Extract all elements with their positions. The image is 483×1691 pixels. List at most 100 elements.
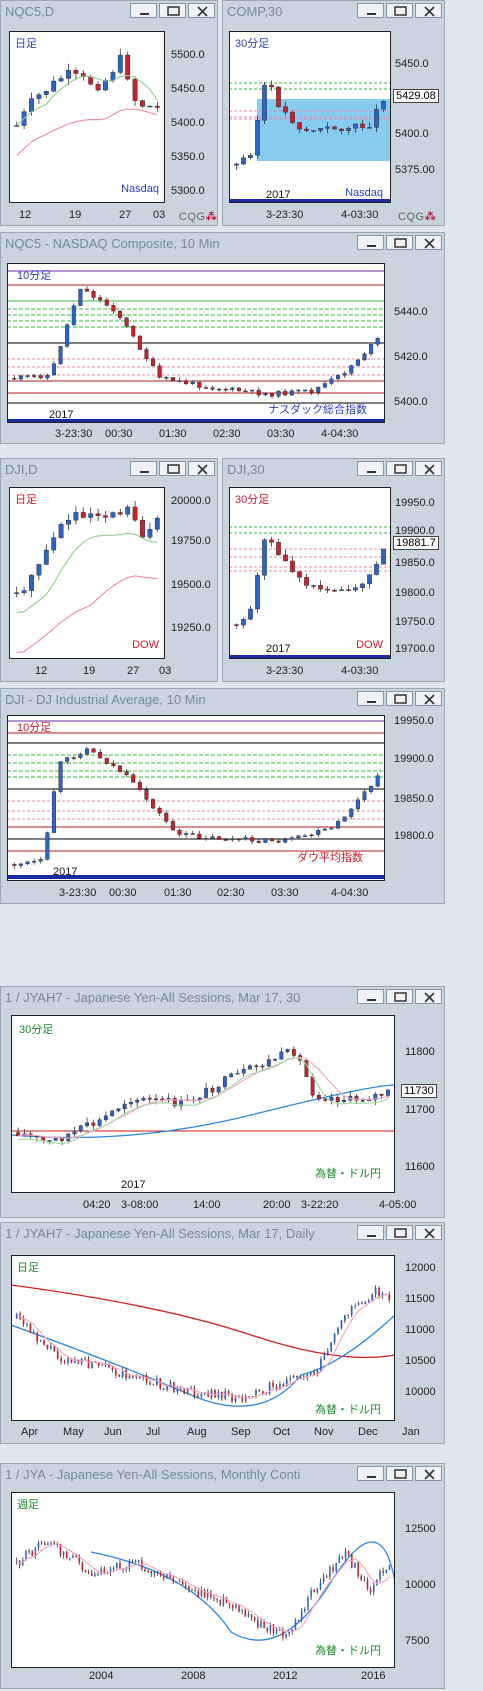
maximize-button[interactable] xyxy=(386,461,413,476)
candle-body xyxy=(104,757,109,764)
close-button[interactable] xyxy=(415,691,442,706)
close-button[interactable] xyxy=(415,1466,442,1481)
candle-body xyxy=(224,1391,227,1399)
chart-window-jyah7-30min[interactable]: 1 / JYAH7 - Japanese Yen-All Sessions, M… xyxy=(0,986,445,1218)
time-tick: 02:30 xyxy=(213,428,241,440)
price-tick: 11500 xyxy=(405,1293,435,1305)
candle-body xyxy=(223,1076,227,1088)
chart-plot-area[interactable]: 10分足 2017 ナスダック総合指数 xyxy=(7,263,385,423)
plot-border xyxy=(9,31,165,203)
maximize-button[interactable] xyxy=(386,691,413,706)
maximize-button[interactable] xyxy=(159,3,186,18)
candle-body xyxy=(169,1382,172,1387)
candle-body xyxy=(203,838,208,840)
close-button[interactable] xyxy=(415,461,442,476)
maximize-button[interactable] xyxy=(386,3,413,18)
maximize-button[interactable] xyxy=(386,1466,413,1481)
chart-plot-area[interactable]: 10分足 2017 ダウ平均指数 xyxy=(7,715,385,881)
candle-body xyxy=(40,1542,43,1544)
candle-body xyxy=(234,163,239,166)
minimize-button[interactable] xyxy=(357,691,384,706)
candle-body xyxy=(379,1571,381,1581)
candle-body xyxy=(140,100,145,107)
window-titlebar[interactable]: 1 / JYAH7 - Japanese Yen-All Sessions, M… xyxy=(1,987,444,1007)
window-titlebar[interactable]: DJI,D xyxy=(1,459,217,479)
candle-body xyxy=(97,1119,102,1126)
maximize-button[interactable] xyxy=(386,989,413,1004)
candle-body xyxy=(354,1562,356,1568)
time-tick: 4-03:30 xyxy=(341,209,379,221)
candle-body xyxy=(290,111,295,123)
candle-body xyxy=(316,1588,319,1593)
candle-body xyxy=(80,73,86,77)
close-button[interactable] xyxy=(188,461,215,476)
candle-body xyxy=(299,1376,302,1378)
close-button[interactable] xyxy=(415,3,442,18)
maximize-button[interactable] xyxy=(386,235,413,250)
minimize-button[interactable] xyxy=(130,3,157,18)
chart-window-jya-monthly[interactable]: 1 / JYA - Japanese Yen-All Sessions, Mon… xyxy=(0,1463,445,1689)
window-titlebar[interactable]: 1 / JYAH7 - Japanese Yen-All Sessions, M… xyxy=(1,1223,444,1243)
candle-body xyxy=(323,1354,326,1360)
minimize-button[interactable] xyxy=(357,1466,384,1481)
candle-body xyxy=(47,1140,52,1142)
window-titlebar[interactable]: DJI - DJ Industrial Average, 10 Min xyxy=(1,689,444,709)
candle-body xyxy=(355,799,360,810)
price-tick: 7500 xyxy=(405,1635,430,1647)
chart-window-dji-30min[interactable]: DJI,30 30分足 2017 DOW 19950.0 19900.0 198… xyxy=(222,458,445,682)
minimize-button[interactable] xyxy=(357,3,384,18)
minimize-button[interactable] xyxy=(357,235,384,250)
chart-plot-area[interactable]: 日足 Nasdaq xyxy=(9,31,165,203)
close-button[interactable] xyxy=(415,1225,442,1240)
window-titlebar[interactable]: NQC5 - NASDAQ Composite, 10 Min xyxy=(1,233,444,253)
candle-body xyxy=(190,1387,192,1389)
candle-body xyxy=(87,1358,90,1369)
chart-window-nqc5-10min[interactable]: NQC5 - NASDAQ Composite, 10 Min 10分足 201… xyxy=(0,232,445,444)
chart-window-dji-10min[interactable]: DJI - DJ Industrial Average, 10 Min 10分足… xyxy=(0,688,445,904)
candle-body xyxy=(230,387,235,390)
candle-body xyxy=(369,1589,372,1593)
window-titlebar[interactable]: 1 / JYA - Japanese Yen-All Sessions, Mon… xyxy=(1,1464,444,1484)
chart-plot-area[interactable]: 30分足 2017 Nasdaq xyxy=(229,31,391,203)
minimize-button[interactable] xyxy=(357,1225,384,1240)
candle-body xyxy=(291,1629,294,1632)
minimize-button[interactable] xyxy=(357,461,384,476)
window-titlebar[interactable]: DJI,30 xyxy=(223,459,444,479)
minimize-button[interactable] xyxy=(130,461,157,476)
close-button[interactable] xyxy=(415,235,442,250)
close-button[interactable] xyxy=(415,989,442,1004)
chart-plot-area[interactable]: 日足 DOW xyxy=(9,487,165,659)
candle-body xyxy=(90,1572,93,1576)
minimize-button[interactable] xyxy=(357,989,384,1004)
chart-plot-area[interactable]: 日足 為替・ドル円 xyxy=(11,1255,395,1421)
time-tick: 4-04:30 xyxy=(331,887,369,899)
cqg-logo: CQG⁂ xyxy=(179,211,218,223)
candle-body xyxy=(342,373,347,376)
candle-body xyxy=(379,1093,384,1096)
chart-plot-area[interactable]: 30分足 2017 為替・ドル円 xyxy=(11,1015,395,1193)
chart-window-dji-daily[interactable]: DJI,D 日足 DOW 20000.0 19750.0 19500.0 192… xyxy=(0,458,218,682)
candle-body xyxy=(112,1567,115,1569)
maximize-button[interactable] xyxy=(386,1225,413,1240)
window-titlebar[interactable]: COMP,30 xyxy=(223,1,444,21)
candle-body xyxy=(152,1384,155,1386)
candle-body xyxy=(289,1378,292,1380)
candle-body xyxy=(36,1333,39,1342)
candle-body xyxy=(238,1604,240,1612)
chart-plot-area[interactable]: 週足 為替・ドル円 xyxy=(11,1492,395,1668)
moving-average-line xyxy=(16,108,158,156)
candle-body xyxy=(388,1293,391,1300)
candle-body xyxy=(304,128,309,131)
year-label: 2017 xyxy=(49,409,74,421)
chart-window-comp-30min[interactable]: COMP,30 30分足 2017 Nasdaq 5450.0 5429.08 … xyxy=(222,0,445,226)
chart-plot-area[interactable]: 30分足 2017 DOW xyxy=(229,487,391,659)
plot-border xyxy=(9,487,165,659)
candle-body xyxy=(78,1125,83,1131)
window-titlebar[interactable]: NQC5,D xyxy=(1,1,217,21)
close-button[interactable] xyxy=(188,3,215,18)
maximize-button[interactable] xyxy=(159,461,186,476)
candle-body xyxy=(132,78,138,101)
chart-window-jyah7-daily[interactable]: 1 / JYAH7 - Japanese Yen-All Sessions, M… xyxy=(0,1222,445,1444)
candle-body xyxy=(51,80,57,92)
chart-window-nqc5-daily[interactable]: NQC5,D 日足 Nasdaq 5500.0 5450.0 5400.0 53… xyxy=(0,0,218,226)
